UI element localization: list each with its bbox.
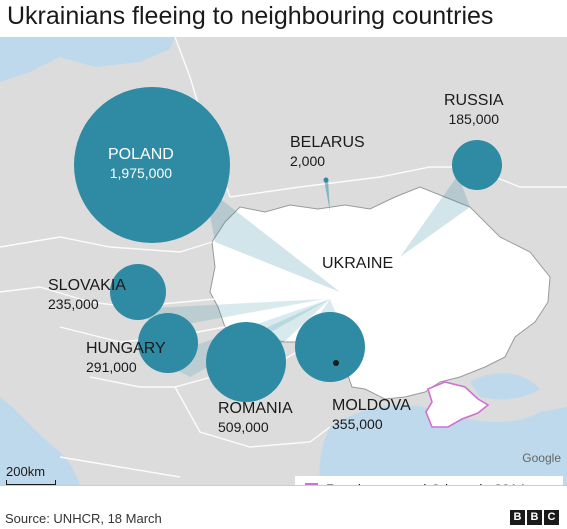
footer: Source: UNHCR, 18 March B B C xyxy=(0,485,567,529)
romania-label: ROMANIA 509,000 xyxy=(218,400,293,435)
adriatic-sea xyxy=(0,397,80,485)
slovakia-bubble xyxy=(110,264,166,320)
hungary-label: HUNGARY 291,000 xyxy=(86,340,166,375)
black-sea xyxy=(319,404,567,485)
poland-label: POLAND 1,975,000 xyxy=(108,146,174,181)
poland-bubble xyxy=(74,87,230,243)
moldova-bubble xyxy=(295,312,365,382)
crimea-outline xyxy=(425,381,490,428)
baltic-sea xyxy=(0,37,175,82)
scale-bar: 200km xyxy=(6,464,56,485)
belarus-label: BELARUS 2,000 xyxy=(290,134,365,169)
russia-label: RUSSIA 185,000 xyxy=(444,92,504,127)
sea-of-azov xyxy=(470,373,540,400)
bbc-logo-c: C xyxy=(544,510,559,525)
ukraine-label: UKRAINE xyxy=(322,255,394,272)
belarus-bubble xyxy=(323,177,329,183)
map-attribution: Google xyxy=(522,451,561,465)
scale-line xyxy=(6,480,56,485)
moldova-label: MOLDOVA 355,000 xyxy=(332,397,411,432)
bbc-logo-b2: B xyxy=(527,510,542,525)
hungary-bubble xyxy=(138,313,198,373)
romania-bubble xyxy=(206,322,286,402)
page-title: Ukrainians fleeing to neighbouring count… xyxy=(7,2,494,30)
bbc-logo: B B C xyxy=(510,510,559,525)
source-note: Source: UNHCR, 18 March xyxy=(5,511,162,526)
moldova-capital-dot xyxy=(333,360,339,366)
refugee-map xyxy=(0,37,567,485)
scale-label: 200km xyxy=(6,464,46,479)
slovakia-label: SLOVAKIA 235,000 xyxy=(48,277,126,312)
russia-bubble xyxy=(452,140,502,190)
bbc-logo-b1: B xyxy=(510,510,525,525)
